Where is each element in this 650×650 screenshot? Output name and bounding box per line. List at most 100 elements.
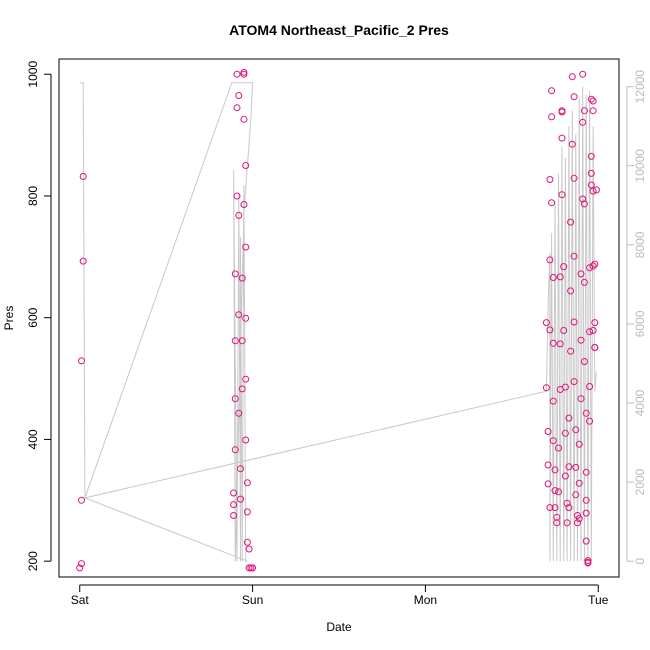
data-point (572, 463, 580, 471)
data-point (556, 340, 564, 348)
data-point (235, 409, 243, 417)
data-point (560, 263, 568, 271)
data-point (589, 107, 597, 115)
data-point (233, 70, 241, 78)
y2-tick-label: 12000 (633, 70, 647, 104)
data-point (587, 95, 595, 103)
data-point (237, 495, 244, 503)
data-point (570, 318, 578, 326)
data-point (587, 152, 595, 160)
chart-title: ATOM4 Northeast_Pacific_2 Pres (229, 22, 449, 38)
data-point (577, 336, 585, 344)
data-point (570, 93, 578, 101)
data-point (572, 426, 580, 434)
data-point (243, 508, 251, 516)
data-point (584, 558, 592, 566)
data-point (570, 252, 578, 260)
data-point (593, 186, 600, 194)
data-point (542, 384, 550, 392)
y2-tick-label: 4000 (633, 389, 647, 416)
data-point (577, 395, 585, 403)
data-point (565, 504, 573, 512)
data-point (249, 564, 257, 572)
data-point (230, 512, 238, 519)
data-point (586, 383, 594, 390)
y-axis-right: 0 2000 4000 6000 8000 10000 12000 (626, 70, 647, 565)
data-point (238, 337, 246, 345)
y-tick-label: 200 (26, 551, 40, 571)
plot-frame (58, 58, 620, 578)
x-tick-label: Mon (414, 593, 437, 607)
data-point (579, 118, 587, 126)
y-tick-label: 600 (26, 307, 40, 327)
data-point (577, 270, 585, 278)
data-point (555, 488, 562, 496)
y2-tick-label: 0 (633, 558, 647, 565)
data-point (78, 357, 85, 365)
data-point (567, 347, 575, 355)
data-point (546, 326, 554, 334)
x-axis-label: Date (326, 620, 352, 634)
data-point (568, 140, 576, 148)
data-point (242, 375, 250, 383)
data-point (243, 479, 251, 487)
data-point (235, 311, 243, 319)
x-tick-label: Sat (71, 593, 90, 607)
data-point (238, 385, 246, 393)
data-point (230, 489, 238, 497)
data-point (240, 70, 248, 78)
data-point (589, 262, 597, 270)
data-point (575, 479, 583, 487)
data-point (556, 273, 564, 281)
y2-tick-label: 8000 (633, 231, 647, 258)
line-series (79, 82, 597, 562)
data-point (555, 444, 562, 452)
data-point (549, 339, 557, 347)
series-line (79, 82, 597, 562)
data-point (242, 314, 250, 322)
y-axis-label: Pres (2, 306, 16, 331)
data-point (231, 337, 239, 345)
data-point (551, 466, 559, 474)
data-point (76, 564, 84, 572)
data-point (544, 461, 552, 469)
data-point (580, 107, 588, 115)
data-point (242, 162, 250, 169)
data-point (568, 73, 576, 81)
data-point (580, 200, 588, 208)
data-point (560, 327, 568, 334)
data-point (231, 446, 239, 454)
x-tick-label: Tue (588, 593, 609, 607)
data-point (563, 519, 571, 527)
data-point (580, 358, 588, 365)
data-point (582, 537, 590, 545)
data-point (548, 87, 556, 95)
y2-tick-label: 2000 (633, 468, 647, 495)
data-point (230, 501, 238, 509)
data-point (242, 436, 250, 444)
data-point (546, 176, 554, 183)
y-tick-label: 1000 (26, 61, 40, 88)
data-point (237, 465, 244, 473)
data-point (565, 463, 573, 471)
data-point (231, 270, 239, 278)
data-point (567, 218, 575, 226)
data-point (558, 191, 566, 199)
data-point (240, 115, 248, 123)
data-point (591, 319, 599, 327)
data-point (582, 409, 590, 417)
data-point (231, 395, 239, 403)
data-point (551, 504, 559, 512)
data-point (575, 515, 583, 523)
point-series (76, 68, 600, 572)
data-point (579, 70, 587, 78)
data-point (79, 257, 87, 265)
data-point (561, 429, 569, 437)
data-point (233, 192, 241, 200)
data-point (553, 513, 561, 521)
data-point (240, 201, 248, 208)
data-point (546, 256, 554, 264)
plot-area (58, 58, 620, 578)
data-point (582, 468, 590, 476)
data-point (238, 274, 246, 282)
